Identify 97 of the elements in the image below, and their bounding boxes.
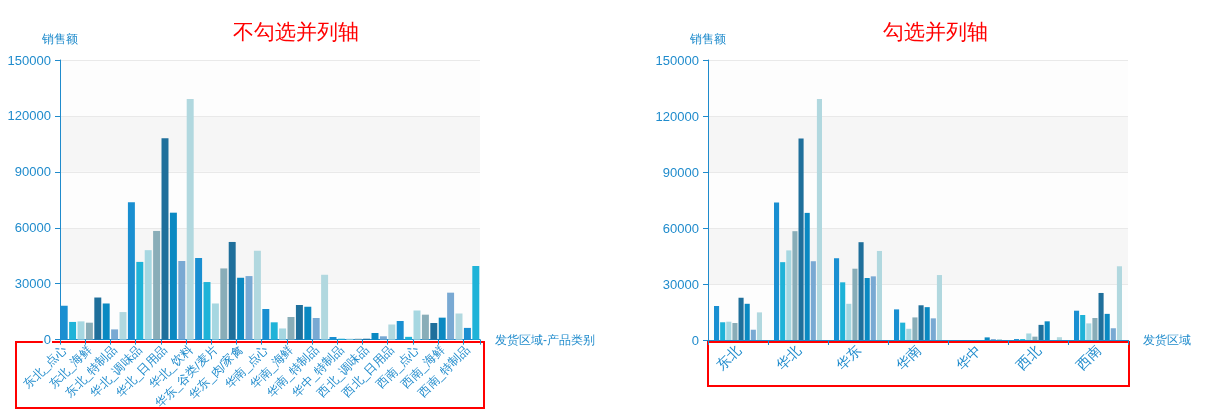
y-tick-label: 0 <box>43 332 51 348</box>
bar <box>816 99 822 340</box>
y-tick-label: 120000 <box>7 108 51 124</box>
bar <box>1086 323 1092 340</box>
x-axis-title: 发货区域 <box>1143 333 1191 347</box>
bar <box>178 260 186 340</box>
bar <box>732 323 738 340</box>
bar <box>936 275 942 340</box>
bar <box>804 212 810 340</box>
bar <box>1098 292 1104 340</box>
bar <box>312 318 320 340</box>
x-tick-label: 华中 <box>952 342 984 374</box>
y-tick-label: 120000 <box>655 108 699 124</box>
bar <box>900 322 906 340</box>
x-tick-label: 华北 <box>772 342 804 374</box>
bar <box>421 314 429 340</box>
bar <box>876 250 882 340</box>
bar <box>870 276 876 340</box>
bar <box>792 231 798 340</box>
bar <box>220 268 228 340</box>
bar <box>144 250 152 340</box>
bar <box>780 262 786 340</box>
bar <box>864 278 870 340</box>
bar <box>472 266 480 340</box>
bar <box>1038 324 1044 340</box>
bar <box>1092 317 1098 340</box>
bar <box>720 322 726 340</box>
bar <box>930 318 936 340</box>
bar <box>1080 314 1086 340</box>
bar <box>1110 328 1116 340</box>
bar <box>279 328 287 340</box>
y-tick-label: 60000 <box>662 220 699 236</box>
chart-title: 不勾选并列轴 <box>233 20 359 43</box>
bar <box>153 230 161 340</box>
y-axis-title: 销售额 <box>689 32 726 46</box>
bar <box>912 317 918 340</box>
x-tick-label: 华东 <box>832 342 864 374</box>
bar <box>321 274 329 340</box>
bar <box>786 250 792 340</box>
bar <box>750 329 756 340</box>
x-tick-label: 华南 <box>892 342 924 374</box>
bar <box>438 317 446 340</box>
bar <box>430 323 438 340</box>
bar <box>984 337 990 340</box>
y-tick-label: 90000 <box>14 164 51 180</box>
bar <box>136 261 144 340</box>
y-tick-label: 0 <box>691 332 699 348</box>
bar <box>852 268 858 340</box>
bar <box>228 241 236 340</box>
bar <box>906 328 912 340</box>
chart-title: 勾选并列轴 <box>882 20 988 43</box>
bar <box>102 303 110 340</box>
bar <box>846 303 852 340</box>
x-tick-label: 东北 <box>712 342 744 374</box>
bar <box>388 324 396 340</box>
bar <box>211 303 219 340</box>
bar <box>379 336 387 340</box>
bar <box>270 322 278 340</box>
bar <box>69 321 77 340</box>
bar <box>798 138 804 340</box>
bar <box>1116 266 1122 340</box>
bar <box>77 321 85 340</box>
bar <box>858 242 864 340</box>
x-axis-title: 发货区域-产品类别 <box>495 332 595 347</box>
x-tick-label: 西南 <box>1072 342 1104 374</box>
y-tick-label: 150000 <box>7 52 51 68</box>
bar <box>304 306 312 340</box>
y-tick-label: 30000 <box>662 276 699 292</box>
bar <box>1104 313 1110 340</box>
bar <box>918 305 924 340</box>
bar <box>726 321 732 340</box>
bar <box>237 277 245 340</box>
bar <box>111 329 119 340</box>
x-tick-label: 西北 <box>1012 342 1044 374</box>
y-tick-label: 90000 <box>662 164 699 180</box>
bar <box>405 336 413 340</box>
bar <box>1056 337 1062 340</box>
bar <box>744 303 750 340</box>
bar <box>186 98 194 340</box>
bar <box>447 292 455 340</box>
bar <box>295 304 303 340</box>
bar <box>810 261 816 340</box>
bar <box>924 307 930 340</box>
y-tick-label: 30000 <box>14 276 51 292</box>
bar <box>169 212 177 340</box>
bar <box>756 312 762 340</box>
bar <box>840 282 846 340</box>
y-tick-label: 150000 <box>655 52 699 68</box>
bar <box>1044 321 1050 340</box>
bar <box>253 250 261 340</box>
y-tick-label: 60000 <box>14 220 51 236</box>
bar <box>1026 333 1032 340</box>
bar <box>94 297 102 340</box>
bar <box>371 333 379 340</box>
bar <box>738 297 744 340</box>
y-axis-title: 销售额 <box>41 32 78 46</box>
bar <box>85 322 93 340</box>
